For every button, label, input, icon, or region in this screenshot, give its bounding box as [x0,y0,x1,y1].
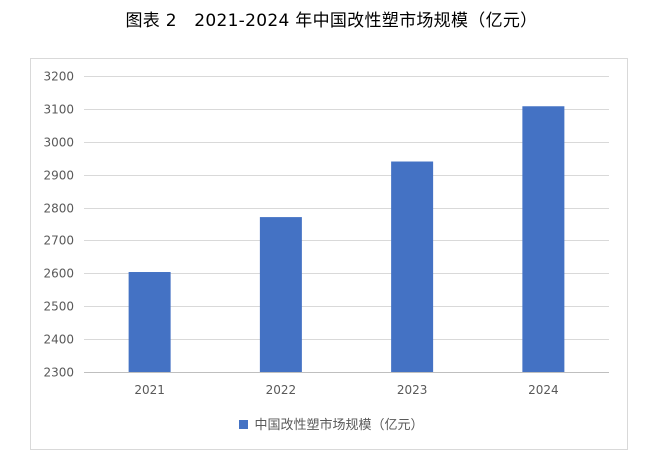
bar [522,106,565,372]
y-tick-label: 2400 [43,333,74,347]
y-tick-label: 2300 [43,366,74,380]
y-tick-label: 2500 [43,300,74,314]
y-tick-label: 3000 [43,136,74,150]
bar [128,272,171,372]
legend: 中国改性塑市场规模（亿元） [0,414,663,433]
y-tick-label: 2700 [43,234,74,248]
x-tick-label: 2024 [528,383,559,397]
legend-swatch [239,420,249,429]
legend-label: 中国改性塑市场规模（亿元） [254,418,424,433]
y-tick-label: 2800 [43,202,74,216]
page-title: 图表 2 2021-2024 年中国改性塑市场规模（亿元） [125,11,538,31]
y-tick-label: 3200 [43,70,74,84]
y-tick-label: 3100 [43,103,74,117]
y-tick-label: 2600 [43,267,74,281]
bar [391,161,434,372]
x-axis-tick-labels: 2021 2022 2023 2024 [134,383,558,397]
y-axis-tick-labels: 2300 2400 2500 2600 2700 2800 2900 3000 3100 3200 [43,70,74,380]
gridlines [84,76,609,373]
x-tick-label: 2023 [397,383,428,397]
bars [128,106,565,372]
y-tick-label: 2900 [43,169,74,183]
x-tick-label: 2022 [266,383,297,397]
bar [259,217,302,372]
x-tick-label: 2021 [134,383,165,397]
